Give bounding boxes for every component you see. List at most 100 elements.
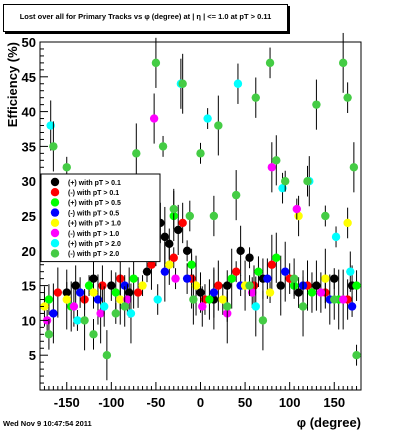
data-point [62, 295, 71, 304]
data-point [158, 142, 168, 151]
data-point [102, 351, 112, 360]
y-tick-label: 10 [22, 313, 36, 328]
data-point [196, 149, 205, 158]
data-point [71, 281, 80, 290]
data-point [160, 267, 170, 276]
data-point [107, 281, 116, 290]
data-point [248, 288, 257, 297]
data-point [231, 190, 241, 200]
data-point [203, 114, 212, 123]
data-point [69, 302, 79, 311]
x-tick-label: 150 [323, 395, 345, 410]
data-point [178, 218, 187, 228]
data-point [214, 121, 223, 130]
data-point [174, 225, 183, 235]
data-point [93, 295, 103, 304]
data-point [331, 232, 341, 242]
data-point [316, 288, 326, 297]
legend-label: (-) with pT > 1.0 [68, 231, 119, 238]
legend-marker [50, 228, 60, 238]
data-point [187, 260, 196, 269]
data-point [346, 267, 355, 276]
y-tick-label: 40 [22, 105, 36, 120]
x-tick-label: -100 [98, 395, 124, 410]
legend-label: (+) with pT > 1.0 [68, 221, 121, 228]
data-point [352, 351, 361, 360]
data-point [298, 302, 308, 311]
data-point [120, 281, 129, 290]
data-point [218, 295, 227, 304]
data-point [89, 330, 98, 339]
y-tick-label: 25 [22, 209, 36, 224]
data-point [142, 267, 152, 276]
data-point [169, 253, 178, 262]
data-point [205, 295, 214, 304]
data-point [263, 274, 272, 283]
data-point [149, 114, 159, 123]
footer-timestamp: Wed Nov 9 10:47:54 2011 [3, 419, 92, 428]
data-point [126, 309, 136, 318]
data-point [96, 309, 105, 318]
data-point [214, 281, 223, 290]
chart-title: Lost over all for Primary Tracks vs φ (d… [19, 12, 272, 21]
legend-marker [50, 198, 60, 207]
data-point [133, 288, 143, 297]
data-point [233, 79, 243, 88]
data-point [281, 267, 290, 276]
data-point [245, 253, 254, 262]
data-point [231, 267, 241, 276]
data-point [75, 288, 85, 297]
data-point [251, 93, 260, 102]
data-point [49, 309, 58, 318]
y-tick-label: 30 [22, 174, 36, 189]
data-point [160, 232, 170, 242]
data-point [343, 93, 352, 102]
data-point [272, 156, 281, 165]
data-point [185, 211, 194, 221]
data-point [352, 281, 361, 290]
data-point [312, 100, 321, 109]
data-point [123, 295, 132, 304]
data-point [182, 246, 192, 255]
data-point [236, 246, 245, 255]
data-point [272, 253, 281, 262]
data-point [44, 295, 54, 304]
x-tick-label: -150 [54, 395, 80, 410]
data-point [120, 302, 129, 311]
data-point [223, 302, 232, 311]
data-point [129, 274, 138, 283]
data-point [209, 288, 219, 297]
data-point [191, 281, 201, 290]
data-point [171, 274, 180, 283]
data-point [80, 316, 89, 325]
x-tick-label: 0 [197, 395, 204, 410]
data-point [209, 211, 219, 221]
legend-marker [50, 249, 60, 258]
data-point [100, 302, 109, 311]
legend-label: (+) with pT > 0.5 [68, 200, 121, 207]
data-point [189, 295, 198, 304]
data-point [338, 58, 348, 68]
data-point [303, 177, 312, 186]
data-point [62, 163, 71, 172]
legend-marker [50, 218, 60, 227]
data-point [265, 288, 275, 297]
legend-label: (-) with pT > 0.5 [68, 210, 119, 217]
data-point [258, 316, 268, 325]
data-point [321, 274, 330, 283]
y-tick-label: 15 [22, 279, 36, 294]
data-point [338, 295, 348, 304]
legend-marker [50, 177, 60, 187]
data-point [289, 274, 299, 283]
data-point [196, 288, 205, 297]
data-point [182, 274, 192, 283]
data-point [89, 288, 98, 297]
data-point [40, 302, 49, 311]
data-point [254, 267, 263, 276]
data-point [44, 330, 54, 339]
chart-title-box: Lost over all for Primary Tracks vs φ (d… [3, 4, 288, 32]
y-tick-label: 45 [22, 70, 36, 85]
legend-label: (-) with pT > 2.0 [68, 251, 119, 258]
data-point [178, 79, 187, 88]
